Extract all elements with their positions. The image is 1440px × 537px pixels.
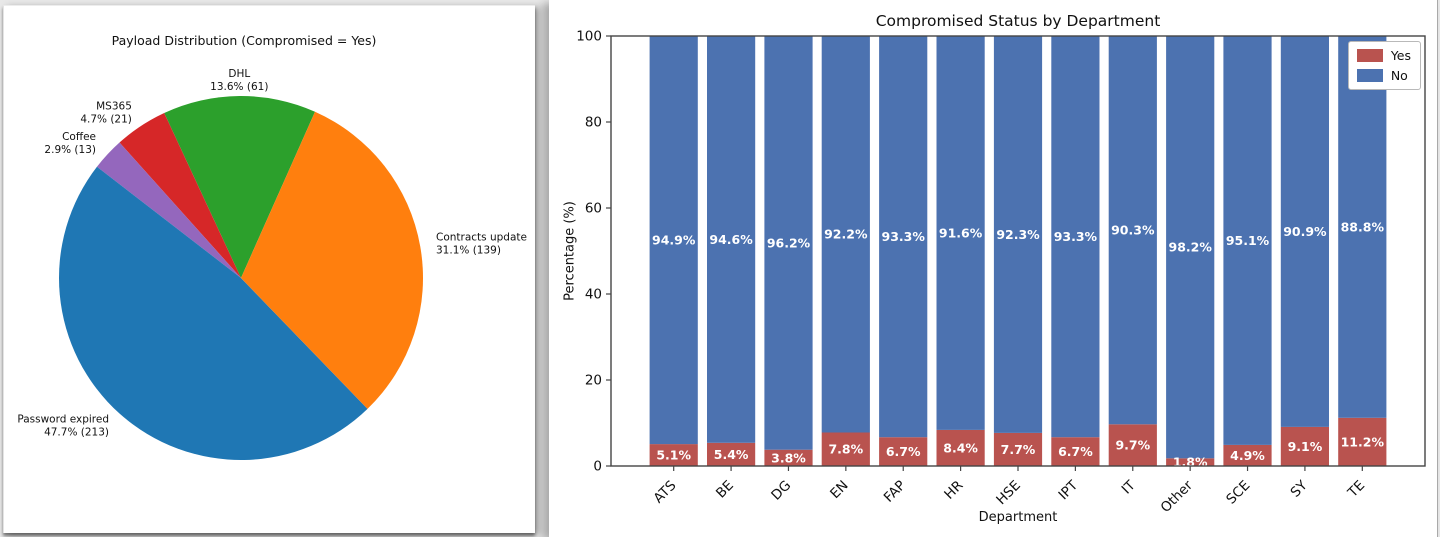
bar-value-label-no-EN: 92.2% bbox=[824, 227, 868, 242]
legend-label-no: No bbox=[1390, 68, 1408, 83]
bar-segment-yes-EN bbox=[821, 432, 870, 466]
pie-label-contracts-update: Contracts update 31.1% (139) bbox=[436, 232, 527, 257]
stacked-bar-chart: 5.1% 94.9% ATS 5.4% 94.6% BE 3.8% 96.2% DG 7.8% 92… bbox=[576, 29, 1426, 516]
x-tick-label-SY: SY bbox=[1288, 477, 1312, 501]
bar-value-label-no-HSE: 92.3% bbox=[996, 227, 1040, 242]
bar-segment-no-EN bbox=[821, 36, 870, 433]
pie-slice-ms365 bbox=[119, 113, 241, 278]
x-tick-label-IT: IT bbox=[1119, 477, 1139, 497]
bar-segment-yes-HR bbox=[936, 429, 985, 466]
bar-segment-yes-HSE bbox=[993, 432, 1043, 466]
bar-value-label-yes-IPT: 6.7% bbox=[1058, 444, 1093, 459]
legend-swatch-yes bbox=[1356, 49, 1383, 62]
bar-value-label-yes-ATS: 5.1% bbox=[656, 448, 691, 463]
bar-value-label-no-ATS: 94.9% bbox=[652, 233, 696, 248]
y-tick-label-80: 80 bbox=[585, 115, 602, 131]
bar-value-label-no-DG: 96.2% bbox=[767, 235, 811, 250]
bar-segment-yes-FAP bbox=[879, 437, 928, 466]
bar-value-label-no-Other: 98.2% bbox=[1169, 240, 1213, 255]
legend-item-no: No bbox=[1356, 68, 1411, 83]
x-tick-label-BE: BE bbox=[713, 478, 737, 502]
y-tick-label-20: 20 bbox=[585, 373, 602, 389]
legend-label-yes: Yes bbox=[1390, 48, 1411, 63]
bar-value-label-no-HR: 91.6% bbox=[939, 225, 983, 240]
x-tick-label-TE: TE bbox=[1344, 478, 1368, 502]
bar-value-label-yes-HSE: 7.7% bbox=[1001, 442, 1036, 457]
bar-value-label-yes-FAP: 6.7% bbox=[886, 444, 921, 459]
bar-segment-no-HR bbox=[936, 36, 985, 430]
x-tick-label-HSE: HSE bbox=[993, 478, 1024, 509]
bar-segment-yes-DG bbox=[764, 449, 813, 466]
bar-segment-no-FAP bbox=[879, 36, 928, 438]
x-tick-label-EN: EN bbox=[827, 478, 851, 502]
bar-segment-yes-IPT bbox=[1051, 437, 1100, 466]
bar-segment-yes-SY bbox=[1280, 426, 1329, 466]
bar-value-label-no-BE: 94.6% bbox=[709, 232, 753, 247]
bar-value-label-no-TE: 88.8% bbox=[1341, 219, 1385, 234]
bar-value-label-no-IT: 90.3% bbox=[1111, 223, 1155, 238]
x-tick-label-IPT: IPT bbox=[1056, 477, 1082, 503]
bar-segment-no-DG bbox=[764, 36, 813, 450]
pie-chart-title: Payload Distribution (Compromised = Yes) bbox=[111, 33, 377, 48]
bar-segment-yes-TE bbox=[1338, 417, 1387, 466]
plot-border bbox=[610, 35, 1426, 467]
pie-chart: DHL 13.6% (61) MS365 4.7% (21) Coffee 2.9% (1… bbox=[17, 68, 527, 460]
bar-segment-no-ATS bbox=[649, 36, 698, 445]
pie-chart-panel: Payload Distribution (Compromised = Yes)… bbox=[3, 5, 535, 533]
bar-segment-no-TE bbox=[1338, 36, 1387, 418]
bar-chart-panel: Compromised Status by Department 5.1% 94.… bbox=[549, 0, 1438, 537]
bar-value-label-no-SY: 90.9% bbox=[1283, 224, 1327, 239]
x-tick-label-ATS: ATS bbox=[651, 478, 680, 507]
x-tick-label-SCE: SCE bbox=[1223, 478, 1253, 508]
x-tick-label-FAP: FAP bbox=[881, 478, 909, 506]
y-tick-label-100: 100 bbox=[576, 29, 602, 45]
bar-value-label-no-IPT: 93.3% bbox=[1054, 229, 1098, 244]
bar-value-label-yes-BE: 5.4% bbox=[714, 447, 749, 462]
bar-segment-yes-SCE bbox=[1223, 444, 1272, 466]
pie-slice-dhl bbox=[164, 95, 316, 278]
bar-segment-no-HSE bbox=[993, 36, 1043, 433]
y-tick-label-60: 60 bbox=[585, 201, 602, 217]
y-axis-label: Percentage (%) bbox=[562, 201, 578, 301]
legend: Yes No bbox=[1347, 41, 1421, 90]
bar-value-label-yes-HR: 8.4% bbox=[943, 440, 978, 455]
bar-value-label-no-SCE: 95.1% bbox=[1226, 233, 1270, 248]
x-tick-label-DG: DG bbox=[768, 478, 794, 504]
bar-segment-no-IPT bbox=[1051, 36, 1100, 438]
x-axis-label: Department bbox=[978, 510, 1058, 525]
y-tick-label-40: 40 bbox=[585, 287, 602, 303]
bar-value-label-yes-TE: 11.2% bbox=[1341, 434, 1385, 449]
bar-segment-no-SCE bbox=[1223, 36, 1272, 445]
legend-swatch-no bbox=[1356, 69, 1383, 82]
pie-label-ms365: MS365 4.7% (21) bbox=[80, 101, 132, 126]
bar-segment-no-IT bbox=[1108, 36, 1157, 425]
bar-segment-no-SY bbox=[1280, 36, 1329, 427]
bar-segment-no-Other bbox=[1166, 36, 1215, 459]
bar-value-label-no-FAP: 93.3% bbox=[882, 229, 926, 244]
pie-slice-contracts-update bbox=[241, 111, 424, 409]
pie-label-password-expired: Password expired 47.7% (213) bbox=[17, 414, 109, 439]
x-tick-label-HR: HR bbox=[941, 478, 966, 503]
pie-label-dhl: DHL 13.6% (61) bbox=[210, 68, 268, 93]
bar-segment-yes-Other bbox=[1166, 458, 1215, 466]
bar-value-label-yes-SY: 9.1% bbox=[1288, 439, 1323, 454]
bar-value-label-yes-EN: 7.8% bbox=[828, 442, 863, 457]
pie-slice-coffee bbox=[96, 142, 242, 278]
bar-value-label-yes-SCE: 4.9% bbox=[1230, 448, 1265, 463]
pie-label-coffee: Coffee 2.9% (13) bbox=[44, 131, 96, 156]
bar-segment-yes-IT bbox=[1108, 424, 1157, 466]
bar-chart-title: Compromised Status by Department bbox=[875, 12, 1161, 30]
bar-value-label-yes-IT: 9.7% bbox=[1115, 438, 1150, 453]
y-tick-label-0: 0 bbox=[593, 459, 602, 475]
pie-slice-password-expired bbox=[59, 166, 368, 460]
legend-item-yes: Yes bbox=[1356, 48, 1411, 63]
bar-segment-yes-ATS bbox=[649, 444, 698, 466]
bar-value-label-yes-DG: 3.8% bbox=[771, 450, 806, 465]
bar-segment-no-BE bbox=[707, 36, 756, 443]
bar-segment-yes-BE bbox=[707, 442, 756, 466]
